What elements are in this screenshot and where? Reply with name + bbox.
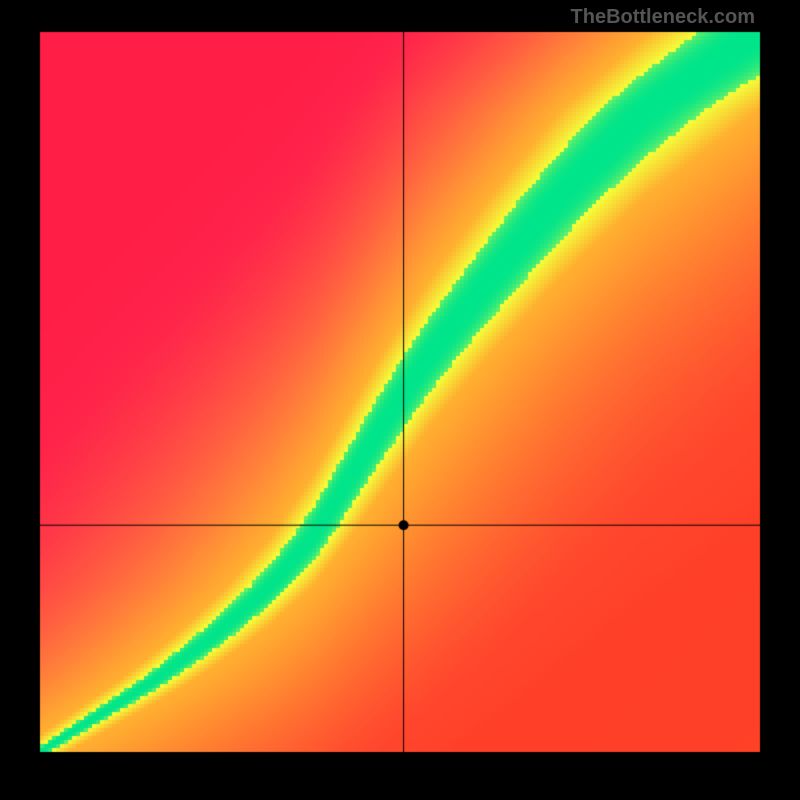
chart-container: TheBottleneck.com [0, 0, 800, 800]
watermark-text: TheBottleneck.com [571, 6, 755, 29]
heatmap-canvas [0, 0, 800, 800]
